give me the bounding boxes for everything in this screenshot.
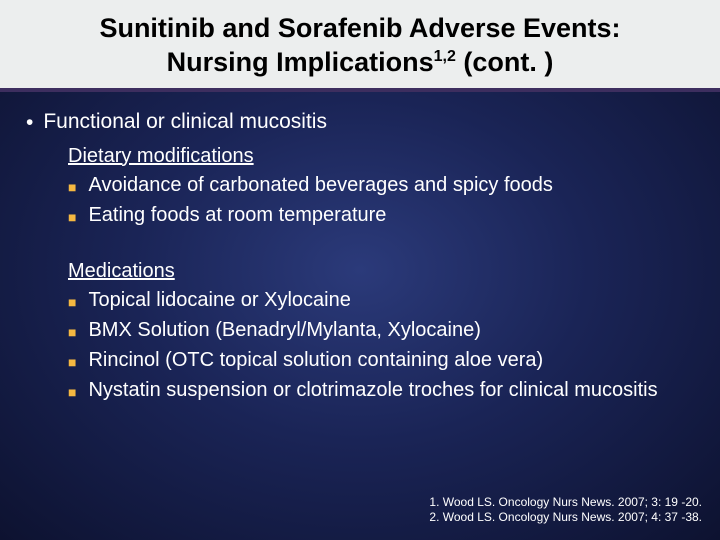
content-area: • Functional or clinical mucositis Dieta… [0,92,720,403]
list-item-text: Rincinol (OTC topical solution containin… [88,347,543,373]
list-item-text: BMX Solution (Benadryl/Mylanta, Xylocain… [88,317,480,343]
list-item: ■ Nystatin suspension or clotrimazole tr… [68,377,694,403]
list-item: ■ Topical lidocaine or Xylocaine [68,287,694,313]
title-superscript: 1,2 [434,48,456,65]
title-line1: Sunitinib and Sorafenib Adverse Events: [99,13,620,43]
list-item-text: Avoidance of carbonated beverages and sp… [88,172,552,198]
section1-list: ■ Avoidance of carbonated beverages and … [68,172,694,228]
section1-heading: Dietary modifications [68,145,694,168]
title-area: Sunitinib and Sorafenib Adverse Events: … [0,0,720,92]
list-item-text: Nystatin suspension or clotrimazole troc… [88,377,657,403]
bullet-dot-icon: • [26,110,33,135]
list-item-text: Topical lidocaine or Xylocaine [88,287,350,313]
slide-title: Sunitinib and Sorafenib Adverse Events: … [20,12,700,80]
references: 1. Wood LS. Oncology Nurs News. 2007; 3:… [429,495,702,526]
title-line2b: (cont. ) [456,47,553,77]
square-bullet-icon: ■ [68,293,76,311]
list-item: ■ Avoidance of carbonated beverages and … [68,172,694,198]
list-item: ■ BMX Solution (Benadryl/Mylanta, Xyloca… [68,317,694,343]
main-bullet-text: Functional or clinical mucositis [43,110,327,134]
square-bullet-icon: ■ [68,353,76,371]
main-bullet: • Functional or clinical mucositis [26,110,694,135]
square-bullet-icon: ■ [68,208,76,226]
square-bullet-icon: ■ [68,383,76,401]
section2-heading: Medications [68,260,694,283]
list-item-text: Eating foods at room temperature [88,202,386,228]
reference-line: 2. Wood LS. Oncology Nurs News. 2007; 4:… [429,510,702,526]
list-item: ■ Eating foods at room temperature [68,202,694,228]
section2-list: ■ Topical lidocaine or Xylocaine ■ BMX S… [68,287,694,403]
reference-line: 1. Wood LS. Oncology Nurs News. 2007; 3:… [429,495,702,511]
square-bullet-icon: ■ [68,323,76,341]
list-item: ■ Rincinol (OTC topical solution contain… [68,347,694,373]
title-line2a: Nursing Implications [167,47,434,77]
square-bullet-icon: ■ [68,178,76,196]
